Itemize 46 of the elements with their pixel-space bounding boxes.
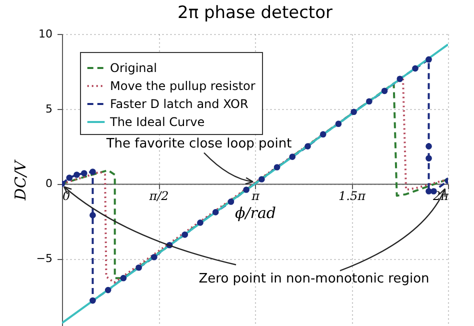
point bbox=[381, 88, 388, 94]
point bbox=[350, 108, 357, 116]
y-tick-label: 5 bbox=[46, 102, 52, 116]
point bbox=[258, 176, 265, 182]
x-axis-title: ϕ/rad bbox=[235, 204, 276, 222]
point bbox=[243, 186, 250, 193]
y-axis-title: DC/V bbox=[11, 158, 30, 202]
chart-title: 2π phase detector bbox=[178, 3, 332, 23]
point bbox=[150, 254, 158, 260]
point bbox=[426, 143, 432, 150]
point bbox=[426, 56, 432, 63]
point bbox=[80, 170, 88, 176]
legend-label: Original bbox=[110, 61, 157, 75]
y-tick-label: 10 bbox=[38, 28, 52, 40]
annotation: Zero point in non-monotonic region bbox=[198, 272, 430, 287]
point bbox=[335, 120, 342, 127]
point bbox=[197, 220, 204, 226]
point bbox=[136, 264, 142, 271]
legend-label: Move the pullup resistor bbox=[110, 79, 256, 93]
point bbox=[289, 154, 296, 160]
point bbox=[228, 198, 234, 205]
y-tick-label: 0 bbox=[46, 177, 52, 190]
y-tick-label: −5 bbox=[36, 252, 52, 266]
point bbox=[366, 98, 372, 105]
point bbox=[90, 212, 96, 218]
point bbox=[182, 232, 188, 238]
annotation: The favorite close loop point bbox=[105, 136, 292, 152]
point bbox=[304, 143, 311, 150]
legend-label: Faster D latch and XOR bbox=[110, 97, 248, 111]
x-tick-label: π bbox=[250, 189, 261, 204]
point bbox=[90, 297, 96, 304]
point bbox=[274, 164, 280, 170]
x-tick-label: π/2 bbox=[148, 189, 169, 204]
point bbox=[66, 174, 73, 181]
point bbox=[120, 274, 127, 282]
point bbox=[426, 155, 432, 162]
legend-label: The Ideal Curve bbox=[109, 115, 205, 129]
point bbox=[412, 65, 418, 72]
point bbox=[104, 286, 112, 294]
point bbox=[212, 209, 219, 216]
point bbox=[320, 131, 326, 138]
point bbox=[74, 172, 80, 178]
x-tick-label: 0 bbox=[62, 189, 70, 204]
point bbox=[90, 168, 96, 175]
x-tick-label: 1.5π bbox=[338, 189, 367, 204]
point bbox=[396, 76, 404, 82]
